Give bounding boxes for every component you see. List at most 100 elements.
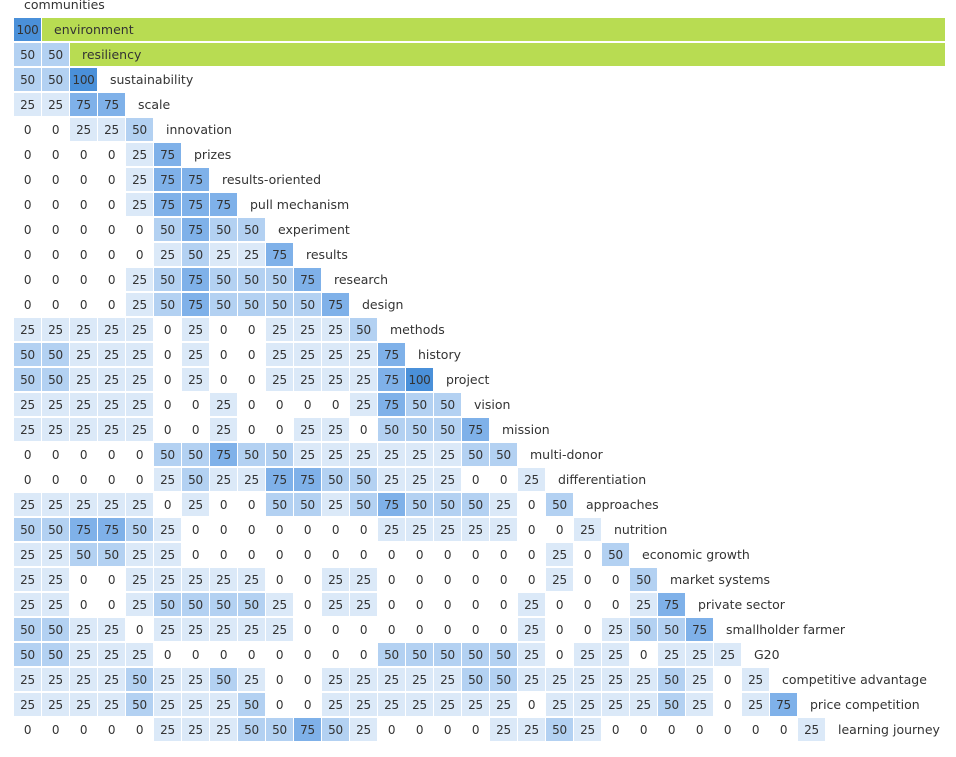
heatmap-cell[interactable]: 25: [154, 243, 181, 266]
heatmap-cell[interactable]: 50: [182, 243, 209, 266]
heatmap-cell[interactable]: 0: [294, 593, 321, 616]
heatmap-cell[interactable]: 0: [238, 343, 265, 366]
heatmap-cell[interactable]: 25: [182, 343, 209, 366]
heatmap-cell[interactable]: 0: [154, 393, 181, 416]
heatmap-cell[interactable]: 0: [294, 518, 321, 541]
heatmap-cell[interactable]: 25: [126, 393, 153, 416]
heatmap-cell[interactable]: 25: [70, 368, 97, 391]
heatmap-cell[interactable]: 25: [238, 243, 265, 266]
heatmap-cell[interactable]: 0: [126, 618, 153, 641]
heatmap-cell[interactable]: 25: [434, 468, 461, 491]
heatmap-cell[interactable]: 25: [574, 518, 601, 541]
heatmap-cell[interactable]: 0: [714, 718, 741, 741]
heatmap-cell[interactable]: 25: [574, 643, 601, 666]
heatmap-cell[interactable]: 50: [434, 493, 461, 516]
heatmap-cell[interactable]: 0: [154, 318, 181, 341]
heatmap-cell[interactable]: 25: [322, 443, 349, 466]
heatmap-cell[interactable]: 0: [294, 618, 321, 641]
heatmap-cell[interactable]: 50: [294, 293, 321, 316]
heatmap-cell[interactable]: 75: [154, 193, 181, 216]
heatmap-cell[interactable]: 0: [70, 218, 97, 241]
heatmap-cell[interactable]: 50: [238, 593, 265, 616]
heatmap-cell[interactable]: 50: [42, 43, 69, 66]
heatmap-cell[interactable]: 75: [770, 693, 797, 716]
heatmap-cell[interactable]: 25: [350, 718, 377, 741]
heatmap-cell[interactable]: 0: [238, 493, 265, 516]
heatmap-cell[interactable]: 50: [658, 693, 685, 716]
heatmap-cell[interactable]: 50: [434, 393, 461, 416]
heatmap-cell[interactable]: 0: [98, 568, 125, 591]
heatmap-cell[interactable]: 50: [462, 668, 489, 691]
heatmap-cell[interactable]: 25: [42, 668, 69, 691]
heatmap-cell[interactable]: 0: [14, 168, 41, 191]
heatmap-cell[interactable]: 25: [14, 393, 41, 416]
heatmap-cell[interactable]: 25: [350, 393, 377, 416]
heatmap-cell[interactable]: 50: [322, 718, 349, 741]
heatmap-cell[interactable]: 25: [350, 343, 377, 366]
heatmap-cell[interactable]: 25: [98, 318, 125, 341]
heatmap-cell[interactable]: 0: [322, 618, 349, 641]
heatmap-cell[interactable]: 50: [210, 668, 237, 691]
heatmap-cell[interactable]: 50: [266, 268, 293, 291]
heatmap-cell[interactable]: 0: [126, 468, 153, 491]
heatmap-cell[interactable]: 0: [294, 668, 321, 691]
heatmap-cell[interactable]: 0: [462, 618, 489, 641]
heatmap-cell[interactable]: 25: [126, 193, 153, 216]
heatmap-cell[interactable]: 25: [98, 643, 125, 666]
heatmap-cell[interactable]: 50: [42, 518, 69, 541]
heatmap-cell[interactable]: 25: [126, 318, 153, 341]
heatmap-cell[interactable]: 25: [42, 593, 69, 616]
heatmap-cell[interactable]: 25: [98, 493, 125, 516]
row-label[interactable]: vision: [474, 397, 511, 412]
row-label[interactable]: results: [306, 247, 348, 262]
heatmap-cell[interactable]: 75: [378, 368, 405, 391]
heatmap-cell[interactable]: 50: [126, 518, 153, 541]
heatmap-cell[interactable]: 75: [378, 343, 405, 366]
heatmap-cell[interactable]: 0: [574, 568, 601, 591]
heatmap-cell[interactable]: 50: [378, 418, 405, 441]
heatmap-cell[interactable]: 50: [378, 643, 405, 666]
heatmap-cell[interactable]: 0: [518, 518, 545, 541]
heatmap-cell[interactable]: 25: [294, 343, 321, 366]
heatmap-cell[interactable]: 50: [42, 618, 69, 641]
row-label[interactable]: history: [418, 347, 461, 362]
heatmap-cell[interactable]: 25: [98, 618, 125, 641]
heatmap-cell[interactable]: 25: [518, 468, 545, 491]
heatmap-cell[interactable]: 25: [322, 368, 349, 391]
row-label[interactable]: multi-donor: [530, 447, 603, 462]
heatmap-cell[interactable]: 0: [350, 418, 377, 441]
row-label[interactable]: scale: [138, 97, 171, 112]
heatmap-cell[interactable]: 0: [574, 543, 601, 566]
heatmap-cell[interactable]: 50: [630, 618, 657, 641]
heatmap-cell[interactable]: 0: [126, 718, 153, 741]
heatmap-cell[interactable]: 50: [266, 493, 293, 516]
heatmap-cell[interactable]: 0: [266, 393, 293, 416]
heatmap-cell[interactable]: 25: [378, 468, 405, 491]
heatmap-cell[interactable]: 0: [434, 618, 461, 641]
heatmap-cell[interactable]: 75: [182, 168, 209, 191]
heatmap-cell[interactable]: 0: [294, 543, 321, 566]
heatmap-cell[interactable]: 25: [210, 618, 237, 641]
heatmap-cell[interactable]: 0: [350, 543, 377, 566]
row-label[interactable]: price competition: [810, 697, 920, 712]
heatmap-cell[interactable]: 0: [14, 143, 41, 166]
heatmap-cell[interactable]: 25: [294, 368, 321, 391]
heatmap-cell[interactable]: 25: [378, 518, 405, 541]
heatmap-cell[interactable]: 0: [98, 443, 125, 466]
heatmap-cell[interactable]: 0: [546, 593, 573, 616]
heatmap-cell[interactable]: 25: [182, 493, 209, 516]
heatmap-cell[interactable]: 50: [490, 643, 517, 666]
heatmap-cell[interactable]: 25: [126, 418, 153, 441]
row-label[interactable]: prizes: [194, 147, 232, 162]
heatmap-cell[interactable]: 0: [574, 593, 601, 616]
heatmap-cell[interactable]: 25: [210, 693, 237, 716]
heatmap-cell[interactable]: 0: [154, 643, 181, 666]
heatmap-cell[interactable]: 25: [602, 693, 629, 716]
heatmap-cell[interactable]: 0: [266, 418, 293, 441]
heatmap-cell[interactable]: 75: [154, 168, 181, 191]
heatmap-cell[interactable]: 75: [182, 193, 209, 216]
heatmap-cell[interactable]: 0: [602, 568, 629, 591]
heatmap-cell[interactable]: 25: [518, 718, 545, 741]
heatmap-cell[interactable]: 0: [574, 618, 601, 641]
heatmap-cell[interactable]: 0: [154, 418, 181, 441]
